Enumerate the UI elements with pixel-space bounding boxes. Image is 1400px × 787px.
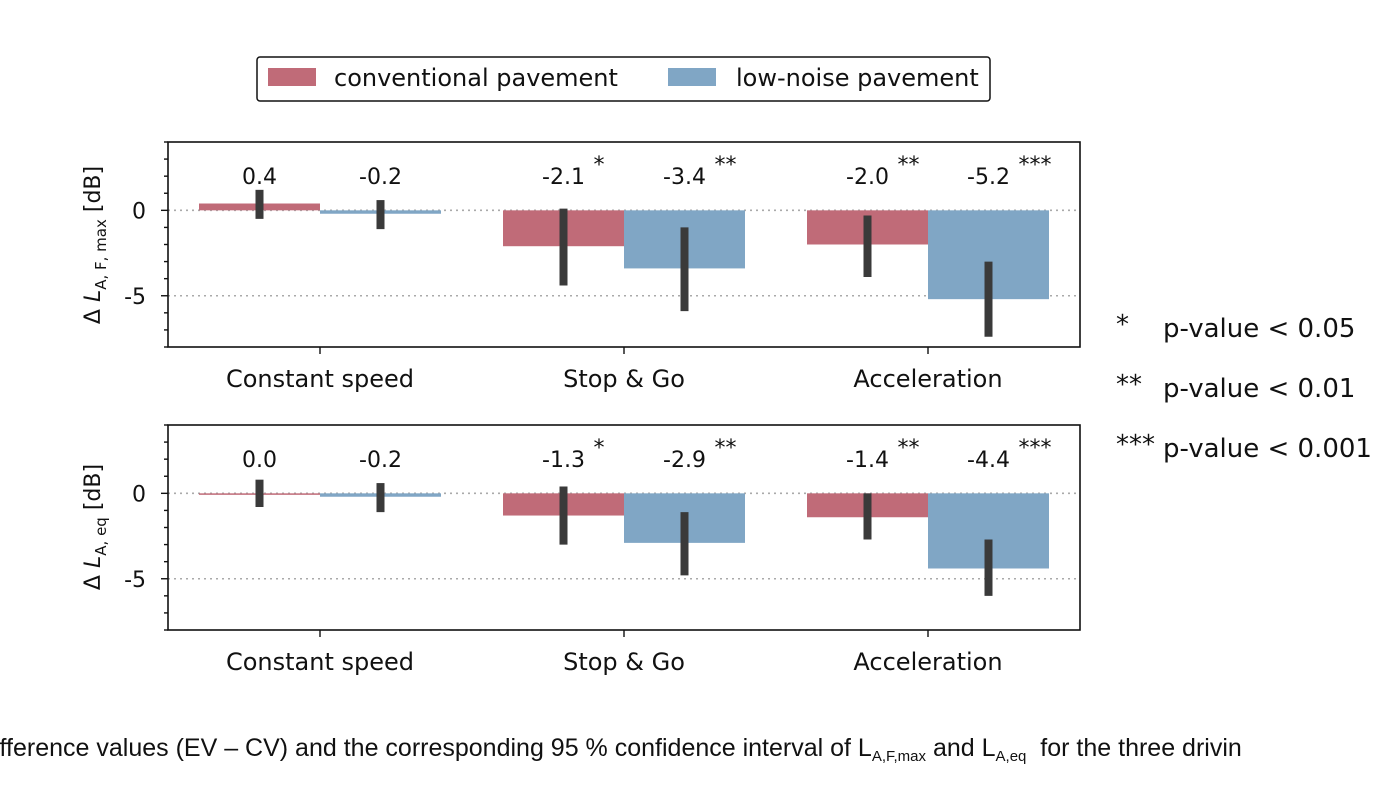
legend-swatch-conventional (268, 68, 316, 86)
sig-text-3: p-value < 0.001 (1163, 434, 1372, 464)
y-axis-label-lafmax: Δ LA, F, max [dB] (81, 166, 110, 324)
x-tick-label: Acceleration (853, 365, 1002, 393)
significance-stars: ** (898, 436, 920, 461)
significance-stars: ** (898, 153, 920, 178)
data-label: -2.0 (846, 165, 889, 190)
sig-stars-2: ** (1116, 370, 1142, 400)
data-label: -2.1 (542, 165, 585, 190)
significance-stars: * (594, 153, 605, 178)
data-label: -0.2 (359, 448, 402, 473)
significance-stars: * (594, 436, 605, 461)
legend-label-conventional: conventional pavement (334, 64, 618, 92)
x-tick-label: Constant speed (226, 648, 414, 676)
y-tick-label: -5 (124, 568, 146, 593)
sig-stars-1: * (1116, 310, 1129, 340)
significance-stars: ** (715, 153, 737, 178)
data-label: 0.4 (242, 165, 277, 190)
x-tick-label: Stop & Go (563, 365, 685, 393)
figure-caption: ifference values (EV – CV) and the corre… (0, 734, 1242, 765)
data-label: -1.3 (542, 448, 585, 473)
panel-laeq: 0.0 -1.3 * -1.4 ** -0.2 -2.9 ** -4.4 *** 0 -5 Consta… (124, 424, 1081, 676)
chart-legend: conventional pavement low-noise pavement (256, 56, 991, 102)
sig-stars-3: *** (1116, 430, 1155, 460)
data-label: -5.2 (967, 165, 1010, 190)
sig-text-1: p-value < 0.05 (1163, 314, 1355, 344)
legend-frame (256, 56, 991, 102)
y-tick-label: -5 (124, 285, 146, 310)
legend-label-low-noise: low-noise pavement (736, 64, 979, 92)
significance-key: * p-value < 0.05 ** p-value < 0.01 *** p… (1116, 310, 1372, 464)
y-axis-label-laeq: Δ LA, eq [dB] (81, 464, 110, 590)
y-tick-label: 0 (132, 482, 146, 507)
significance-stars: *** (1019, 153, 1052, 178)
data-label: -0.2 (359, 165, 402, 190)
panel-lafmax: 0.4 -2.1 * -2.0 ** -0.2 -3.4 ** -5.2 *** 0 -5 Consta… (124, 141, 1081, 393)
data-label: -2.9 (663, 448, 706, 473)
significance-stars: *** (1019, 436, 1052, 461)
y-tick-label: 0 (132, 199, 146, 224)
x-tick-label: Acceleration (853, 648, 1002, 676)
significance-stars: ** (715, 436, 737, 461)
data-label: -3.4 (663, 165, 706, 190)
legend-swatch-low-noise (668, 68, 716, 86)
x-tick-label: Constant speed (226, 365, 414, 393)
data-label: -4.4 (967, 448, 1010, 473)
sig-text-2: p-value < 0.01 (1163, 374, 1355, 404)
x-tick-label: Stop & Go (563, 648, 685, 676)
data-label: -1.4 (846, 448, 889, 473)
data-label: 0.0 (242, 448, 277, 473)
